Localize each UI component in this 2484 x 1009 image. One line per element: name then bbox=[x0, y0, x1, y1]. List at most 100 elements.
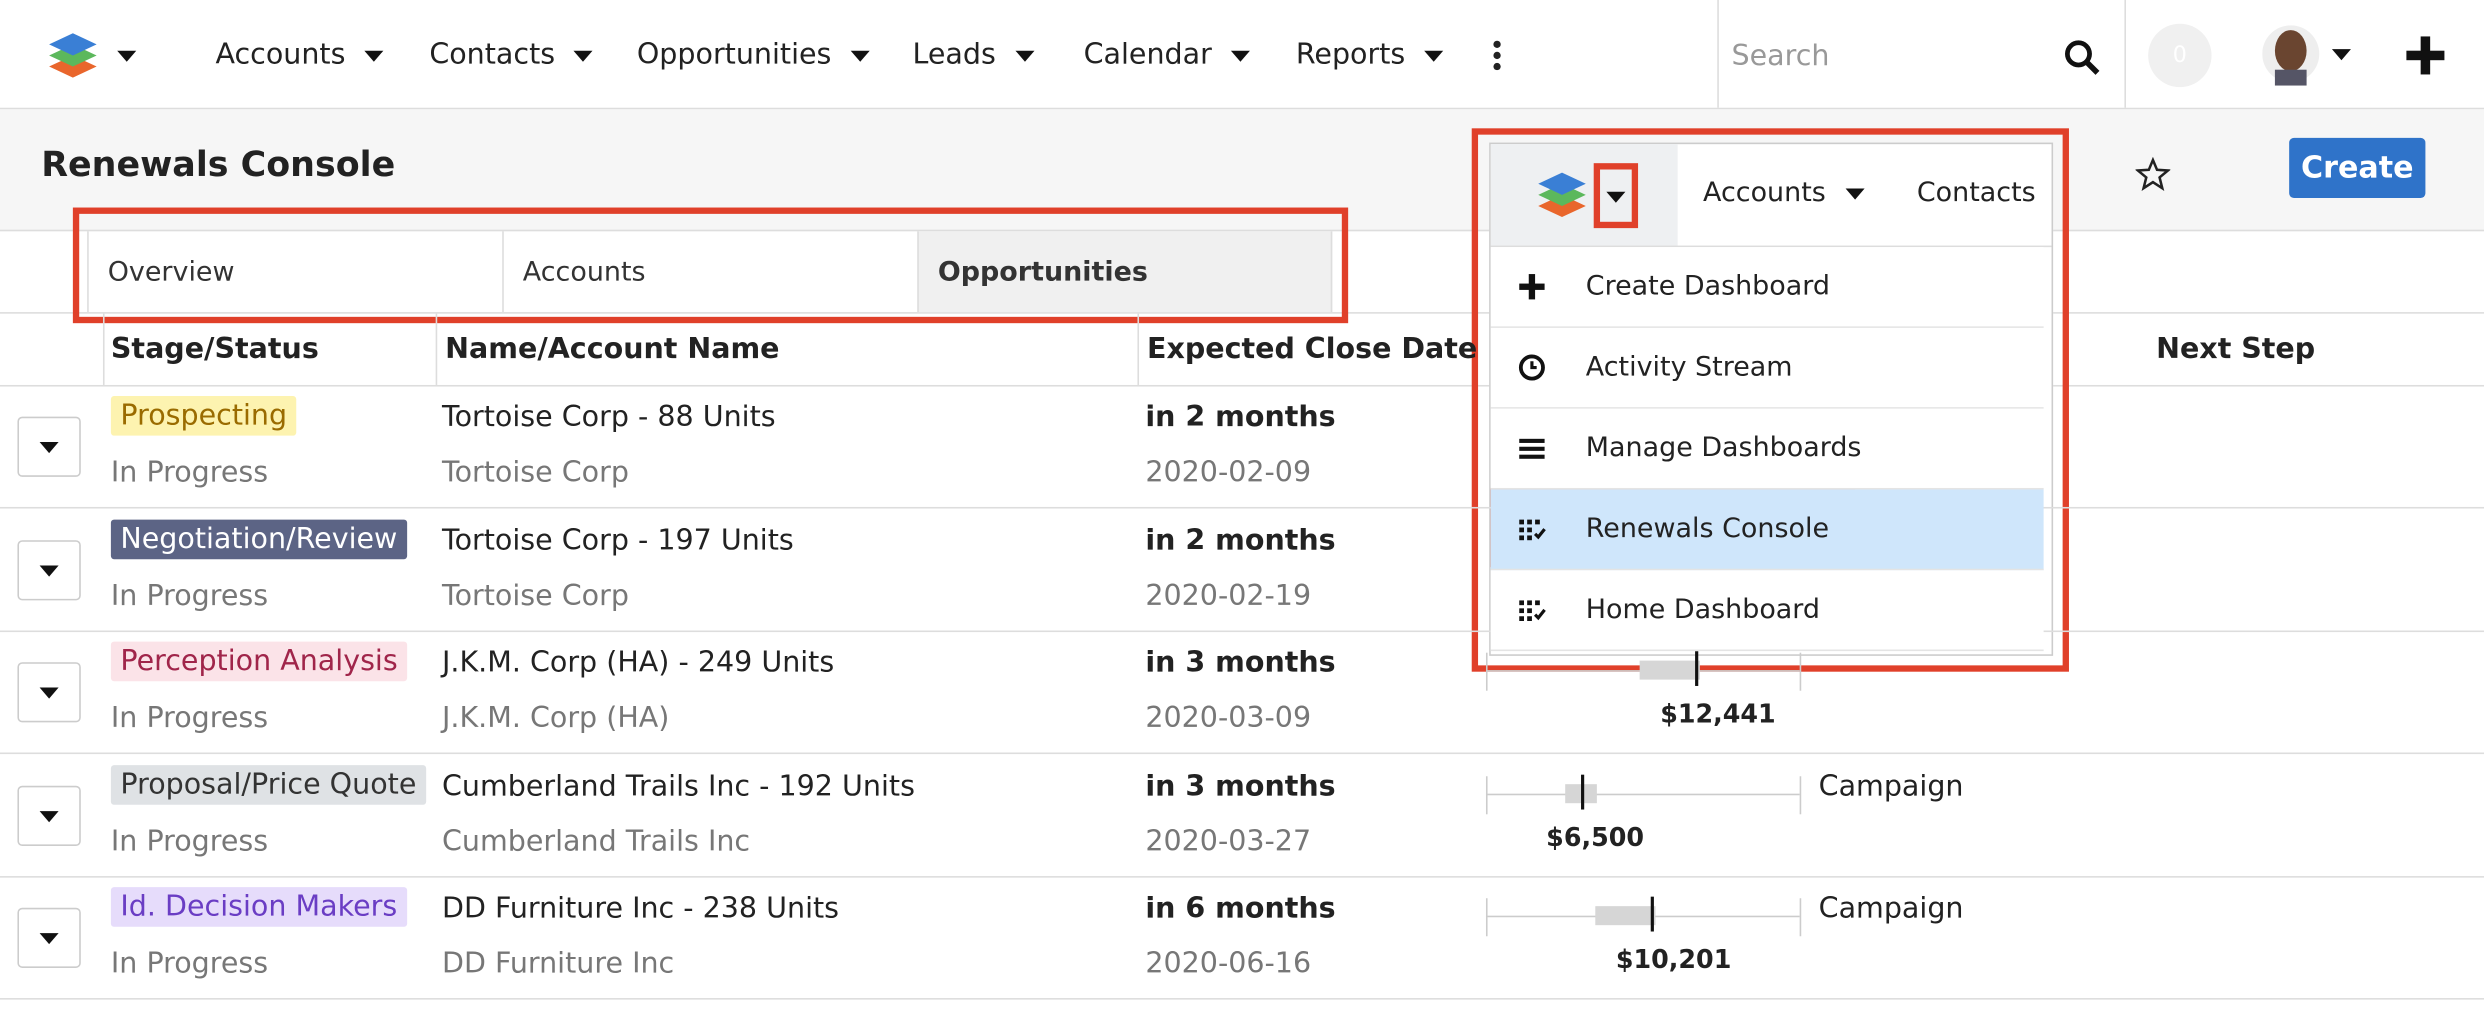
column-divider bbox=[435, 313, 438, 385]
close-relative: in 2 months bbox=[1145, 400, 1336, 435]
annotation-box bbox=[1471, 128, 2069, 672]
range-box bbox=[1595, 906, 1656, 926]
stage-badge: Proposal/Price Quote bbox=[110, 764, 426, 804]
dropdown-item[interactable]: Activity Stream bbox=[1585, 351, 1793, 384]
caret[interactable] bbox=[364, 49, 384, 61]
caret[interactable] bbox=[39, 564, 59, 576]
amount: $10,201 bbox=[1615, 944, 1732, 975]
status: In Progress bbox=[110, 701, 269, 736]
range-end bbox=[1485, 652, 1488, 691]
row-divider bbox=[0, 752, 2484, 755]
caret[interactable] bbox=[1424, 49, 1444, 61]
search-placeholder: Search bbox=[1731, 39, 1830, 73]
close-relative: in 3 months bbox=[1145, 646, 1336, 680]
tab[interactable]: Opportunities bbox=[917, 231, 1333, 313]
opportunity-name[interactable]: Tortoise Corp - 197 Units bbox=[441, 523, 794, 557]
stage-badge: Id. Decision Makers bbox=[110, 887, 407, 927]
caret[interactable] bbox=[39, 933, 59, 945]
column-divider bbox=[1137, 313, 1140, 385]
row-action-button[interactable] bbox=[17, 784, 81, 846]
row-action-button[interactable] bbox=[17, 662, 81, 723]
notification-badge[interactable]: 0 bbox=[2148, 23, 2212, 88]
user-avatar[interactable] bbox=[2262, 22, 2357, 89]
close-date: 2020-06-16 bbox=[1145, 947, 1312, 981]
opportunity-name[interactable]: Cumberland Trails Inc - 192 Units bbox=[441, 769, 915, 803]
status: In Progress bbox=[110, 579, 269, 613]
caret[interactable] bbox=[850, 49, 870, 61]
logo-menu[interactable] bbox=[44, 25, 155, 85]
close-relative: in 6 months bbox=[1145, 891, 1336, 926]
stage-badge: Negotiation/Review bbox=[110, 518, 407, 559]
caret[interactable] bbox=[39, 441, 59, 454]
account-name[interactable]: J.K.M. Corp (HA) bbox=[441, 701, 670, 736]
dropdown-tab[interactable]: Accounts bbox=[1703, 177, 1864, 209]
dropdown-item[interactable]: Manage Dashboards bbox=[1585, 432, 1862, 465]
stage-badge: Prospecting bbox=[110, 396, 297, 436]
dropdown-item-bg[interactable] bbox=[1490, 247, 2044, 328]
search-box[interactable] bbox=[1717, 0, 2126, 108]
caret[interactable] bbox=[574, 49, 594, 61]
nav-item[interactable]: Opportunities bbox=[637, 38, 870, 71]
opportunity-name[interactable]: DD Furniture Inc - 238 Units bbox=[441, 891, 840, 926]
nav-item[interactable]: Accounts bbox=[215, 38, 384, 71]
create-button[interactable]: Create bbox=[2289, 137, 2426, 199]
row-divider bbox=[0, 506, 2484, 509]
caret[interactable] bbox=[1230, 49, 1250, 61]
opportunity-name[interactable]: J.K.M. Corp (HA) - 249 Units bbox=[441, 646, 835, 680]
search-icon[interactable] bbox=[2064, 40, 2102, 78]
dropdown-logo[interactable] bbox=[1534, 165, 1645, 225]
dropdown-tab[interactable]: Contacts bbox=[1916, 177, 2036, 210]
status: In Progress bbox=[110, 456, 269, 490]
caret[interactable] bbox=[1014, 49, 1034, 61]
close-relative: in 2 months bbox=[1145, 523, 1336, 557]
nav-item[interactable]: Leads bbox=[912, 38, 1034, 71]
range-box bbox=[1639, 660, 1700, 680]
range-marker bbox=[1650, 896, 1654, 932]
close-date: 2020-02-09 bbox=[1145, 456, 1312, 490]
row-action-button[interactable] bbox=[17, 539, 81, 600]
caret[interactable] bbox=[1844, 187, 1864, 199]
account-name[interactable]: Cumberland Trails Inc bbox=[441, 824, 751, 858]
nav-item[interactable]: Calendar bbox=[1084, 38, 1250, 71]
column-header[interactable]: Next Step bbox=[2156, 332, 2316, 366]
nav-item[interactable]: Contacts bbox=[429, 38, 594, 71]
account-name[interactable]: Tortoise Corp bbox=[441, 456, 629, 490]
caret[interactable] bbox=[39, 687, 59, 699]
favorite-star[interactable] bbox=[2135, 156, 2171, 192]
dropdown-item-icon bbox=[1516, 594, 1548, 626]
dropdown-item[interactable]: Home Dashboard bbox=[1585, 594, 1820, 626]
opportunity-name[interactable]: Tortoise Corp - 88 Units bbox=[441, 400, 776, 435]
dropdown-divider bbox=[1490, 245, 2052, 248]
tab[interactable]: Overview bbox=[87, 231, 502, 313]
column-header[interactable]: Stage/Status bbox=[110, 332, 319, 366]
row-divider bbox=[0, 629, 2484, 632]
row-action-button[interactable] bbox=[17, 907, 81, 968]
dropdown-item-icon bbox=[1516, 513, 1548, 545]
dropdown-item-bg[interactable] bbox=[1490, 489, 2044, 571]
row-action-button[interactable] bbox=[17, 416, 81, 477]
annotation-box bbox=[1593, 163, 1639, 229]
dropdown-item-bg[interactable] bbox=[1490, 570, 2044, 652]
tab[interactable]: Accounts bbox=[502, 231, 917, 313]
dropdown-item-bg[interactable] bbox=[1490, 327, 2044, 409]
next-step: Campaign bbox=[1818, 891, 1964, 926]
column-header[interactable]: Name/Account Name bbox=[445, 332, 780, 366]
dropdown-item[interactable]: Renewals Console bbox=[1585, 513, 1830, 545]
dropdown-item-icon bbox=[1516, 352, 1548, 384]
range-end bbox=[1799, 652, 1802, 691]
dropdown-item-bg[interactable] bbox=[1490, 408, 2044, 490]
close-date: 2020-03-27 bbox=[1145, 824, 1312, 858]
caret[interactable] bbox=[39, 810, 59, 822]
column-divider bbox=[102, 313, 105, 385]
range-end bbox=[1799, 898, 1802, 937]
dropdown-item[interactable]: Create Dashboard bbox=[1585, 270, 1830, 303]
account-name[interactable]: DD Furniture Inc bbox=[441, 947, 675, 981]
more-menu[interactable] bbox=[1489, 38, 1505, 73]
column-header[interactable]: Expected Close Date bbox=[1146, 332, 1478, 366]
next-step: Campaign bbox=[1818, 769, 1964, 803]
quick-create[interactable] bbox=[2405, 35, 2446, 76]
nav-item[interactable]: Reports bbox=[1296, 38, 1444, 71]
account-name[interactable]: Tortoise Corp bbox=[441, 579, 629, 613]
range-end bbox=[1485, 898, 1488, 937]
